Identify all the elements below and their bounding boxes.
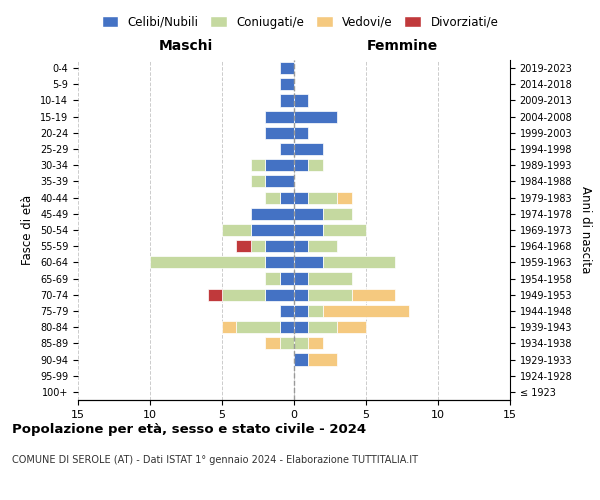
Bar: [280, 321, 294, 333]
Bar: [280, 94, 294, 106]
Bar: [308, 159, 323, 172]
Bar: [265, 127, 294, 139]
Bar: [323, 208, 352, 220]
Bar: [294, 159, 308, 172]
Text: Popolazione per età, sesso e stato civile - 2024: Popolazione per età, sesso e stato civil…: [12, 422, 366, 436]
Bar: [294, 110, 337, 122]
Bar: [265, 192, 280, 203]
Bar: [280, 272, 294, 284]
Text: COMUNE DI SEROLE (AT) - Dati ISTAT 1° gennaio 2024 - Elaborazione TUTTITALIA.IT: COMUNE DI SEROLE (AT) - Dati ISTAT 1° ge…: [12, 455, 418, 465]
Y-axis label: Fasce di età: Fasce di età: [22, 195, 34, 265]
Bar: [308, 288, 352, 301]
Bar: [308, 240, 337, 252]
Bar: [337, 321, 366, 333]
Bar: [150, 256, 265, 268]
Bar: [251, 176, 265, 188]
Bar: [323, 305, 409, 317]
Bar: [265, 240, 294, 252]
Bar: [308, 305, 323, 317]
Y-axis label: Anni di nascita: Anni di nascita: [579, 186, 592, 274]
Bar: [294, 354, 308, 366]
Bar: [251, 240, 265, 252]
Bar: [294, 256, 323, 268]
Bar: [308, 272, 352, 284]
Bar: [265, 272, 280, 284]
Text: Maschi: Maschi: [159, 39, 213, 53]
Bar: [294, 338, 308, 349]
Bar: [265, 176, 294, 188]
Bar: [236, 321, 280, 333]
Text: Femmine: Femmine: [367, 39, 437, 53]
Bar: [251, 159, 265, 172]
Bar: [308, 354, 337, 366]
Bar: [280, 143, 294, 155]
Bar: [308, 338, 323, 349]
Bar: [280, 305, 294, 317]
Bar: [265, 288, 294, 301]
Bar: [280, 338, 294, 349]
Bar: [294, 208, 323, 220]
Bar: [280, 192, 294, 203]
Bar: [222, 288, 265, 301]
Bar: [251, 208, 294, 220]
Legend: Celibi/Nubili, Coniugati/e, Vedovi/e, Divorziati/e: Celibi/Nubili, Coniugati/e, Vedovi/e, Di…: [97, 11, 503, 34]
Bar: [251, 224, 294, 236]
Bar: [308, 192, 337, 203]
Bar: [294, 224, 323, 236]
Bar: [294, 143, 323, 155]
Bar: [265, 338, 280, 349]
Bar: [208, 288, 222, 301]
Bar: [222, 224, 251, 236]
Bar: [294, 127, 308, 139]
Bar: [352, 288, 395, 301]
Bar: [294, 192, 308, 203]
Bar: [294, 272, 308, 284]
Bar: [280, 78, 294, 90]
Bar: [265, 256, 294, 268]
Bar: [294, 305, 308, 317]
Bar: [294, 240, 308, 252]
Bar: [236, 240, 251, 252]
Bar: [280, 62, 294, 74]
Bar: [323, 256, 395, 268]
Bar: [265, 159, 294, 172]
Bar: [265, 110, 294, 122]
Bar: [294, 288, 308, 301]
Bar: [294, 321, 308, 333]
Bar: [222, 321, 236, 333]
Bar: [294, 94, 308, 106]
Bar: [323, 224, 366, 236]
Bar: [308, 321, 337, 333]
Bar: [337, 192, 352, 203]
